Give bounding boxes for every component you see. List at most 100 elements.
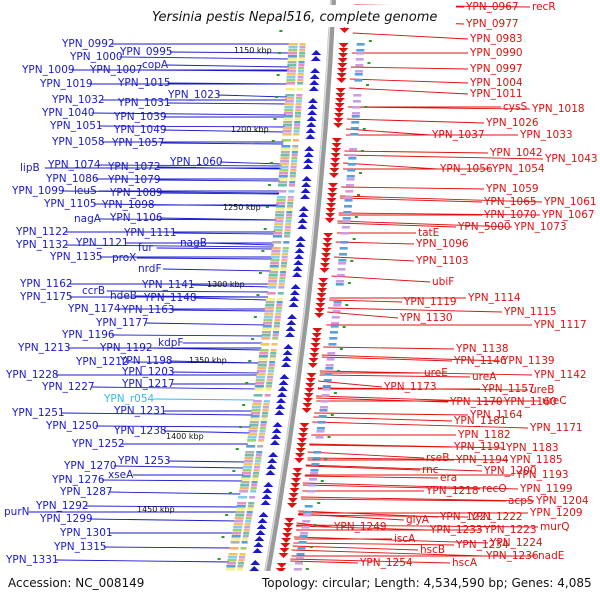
feature-block xyxy=(243,529,250,532)
leader-line xyxy=(305,464,483,472)
feature-block xyxy=(337,268,346,271)
marker-dot xyxy=(364,106,368,108)
feature-block xyxy=(226,562,236,565)
gene-arrow xyxy=(280,543,291,548)
gene-label: YPN_1177 xyxy=(95,317,149,329)
gene-label: YPN_0983 xyxy=(469,33,523,45)
leader-line xyxy=(191,284,270,288)
feature-block xyxy=(262,328,272,331)
marker-dot xyxy=(360,150,364,152)
gene-label: YPN_1331 xyxy=(5,554,59,566)
feature-block xyxy=(348,154,357,157)
gene-arrow xyxy=(307,104,318,109)
gene-arrow xyxy=(330,158,341,163)
leader-line xyxy=(291,549,485,557)
feature-block xyxy=(282,247,289,250)
feature-block xyxy=(287,55,297,58)
feature-block xyxy=(276,301,283,304)
gene-arrow xyxy=(279,374,290,379)
feature-block xyxy=(319,409,328,412)
leader-line xyxy=(193,297,268,301)
leader-line xyxy=(134,295,268,298)
leader-line xyxy=(99,125,285,128)
gene-arrow xyxy=(326,203,337,208)
feature-block xyxy=(286,82,296,85)
leader-line xyxy=(329,299,403,303)
scale-label: 1450 kbp xyxy=(137,505,175,514)
gene-arrow xyxy=(308,86,319,91)
leader-line xyxy=(333,256,415,262)
gene-arrow xyxy=(250,560,261,565)
feature-block xyxy=(301,526,310,529)
scale-label: 1150 kbp xyxy=(234,46,272,55)
feature-block xyxy=(249,424,259,427)
feature-block xyxy=(296,553,305,556)
gene-arrow xyxy=(291,478,302,483)
gene-arrow xyxy=(262,488,273,493)
feature-block xyxy=(269,355,276,358)
leader-line xyxy=(307,457,509,461)
leader-line xyxy=(166,64,290,68)
feature-block xyxy=(298,64,305,67)
feature-block xyxy=(351,121,360,124)
scale-labels: 1150 kbp 1200 kbp 1250 kbp 1300 kbp 1350… xyxy=(137,46,272,514)
gene-label: YPN_1276 xyxy=(51,474,105,486)
feature-block xyxy=(288,184,295,187)
gene-label: YPN_1299 xyxy=(39,513,93,525)
feature-block xyxy=(310,472,319,475)
feature-block xyxy=(347,163,356,166)
feature-block xyxy=(263,319,273,322)
gene-arrow xyxy=(276,398,287,403)
feature-block xyxy=(275,211,285,214)
gene-label: YPN_1287 xyxy=(59,486,113,498)
feature-block xyxy=(254,388,264,391)
feature-block xyxy=(297,82,304,85)
gene-label: YPN_1231 xyxy=(113,405,167,417)
feature-block xyxy=(294,562,303,565)
feature-block xyxy=(297,70,304,73)
gene-arrow xyxy=(272,422,283,427)
gene-arrow xyxy=(296,443,307,448)
gene-arrow xyxy=(330,153,341,158)
gene-label: YPN_1058 xyxy=(51,136,105,148)
gene-arrow xyxy=(335,93,346,98)
marker-dot xyxy=(261,250,265,252)
feature-block xyxy=(331,316,340,319)
leader-line xyxy=(304,475,439,479)
gene-label: hscA xyxy=(452,557,478,569)
feature-block xyxy=(263,400,270,403)
gene-label: YPN_1009 xyxy=(21,64,75,76)
gene-label: YPN_1222 xyxy=(469,511,523,523)
gene-label: YPN_1182 xyxy=(457,429,511,441)
gene-label: YPN_1194 xyxy=(455,454,509,466)
feature-block xyxy=(233,523,243,526)
gene-label: YPN_1089 xyxy=(109,187,163,199)
gene-label: ubiF xyxy=(432,276,454,288)
feature-block xyxy=(230,541,240,544)
feature-block xyxy=(304,505,313,508)
gene-arrow xyxy=(283,523,294,528)
gene-arrow xyxy=(337,63,348,68)
gene-arrow xyxy=(308,98,319,103)
gene-arrow xyxy=(260,500,271,505)
leader-line xyxy=(337,220,513,228)
title-backdrop xyxy=(148,5,456,27)
feature-block xyxy=(291,154,298,157)
feature-block xyxy=(291,151,298,154)
feature-block xyxy=(270,262,280,265)
gene-arrow xyxy=(319,263,330,268)
feature-block xyxy=(256,373,266,376)
gene-arrow xyxy=(294,458,305,463)
feature-block xyxy=(276,199,286,202)
gene-arrow xyxy=(329,163,340,168)
gene-label: YPN_1122 xyxy=(15,226,69,238)
gene-arrow xyxy=(253,542,264,547)
feature-block xyxy=(338,262,347,265)
gene-label: YPN_1218 xyxy=(425,485,479,497)
gene-label: YPN_1191 xyxy=(453,441,507,453)
feature-block xyxy=(322,388,331,391)
feature-block xyxy=(273,325,280,328)
feature-block xyxy=(277,292,284,295)
leader-line xyxy=(153,398,255,401)
feature-block xyxy=(252,475,259,478)
